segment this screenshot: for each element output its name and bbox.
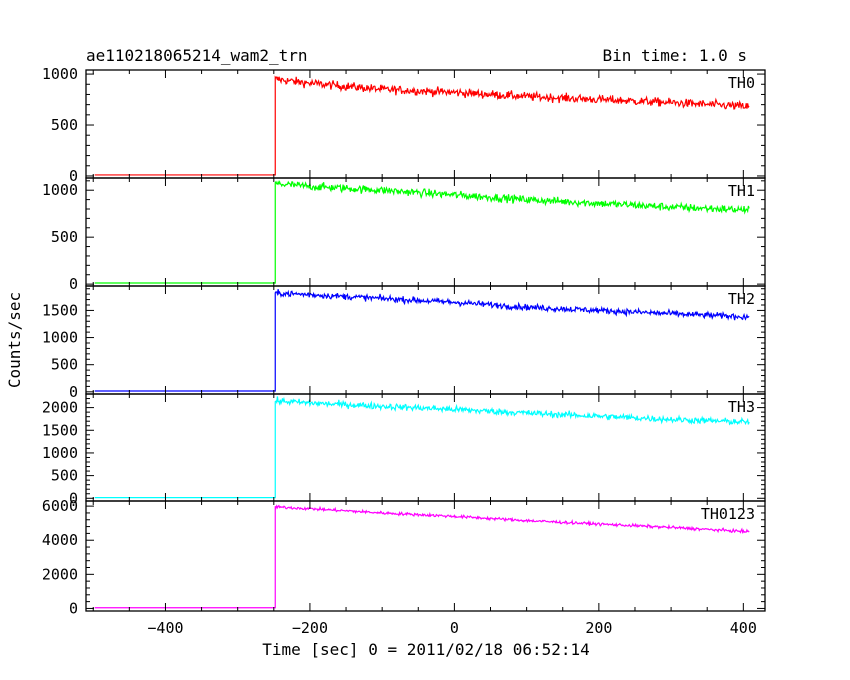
x-tick-label: −400: [147, 619, 183, 637]
y-tick-label: 1000: [42, 329, 78, 347]
series-th0123-line: [94, 504, 750, 609]
panel-th0123: 0 2000 4000 6000 TH0123: [42, 497, 766, 617]
y-tick-label: 0: [69, 275, 78, 293]
panel-name-label: TH1: [728, 182, 755, 200]
x-tick-label: 0: [450, 619, 459, 637]
y-tick-label: 1500: [42, 301, 78, 319]
x-axis-title: Time [sec] 0 = 2011/02/18 06:52:14: [262, 640, 590, 659]
y-tick-label: 1000: [42, 444, 78, 462]
panel-name-label: TH0: [728, 74, 755, 92]
y-tick-label: 0: [69, 167, 78, 185]
x-tick-label: 200: [585, 619, 612, 637]
panel-frame: [85, 500, 766, 612]
y-tick-label: 500: [51, 467, 78, 485]
panel-name-label: TH3: [728, 398, 755, 416]
panel-frame: [85, 69, 766, 179]
panel-th3: 0 500 1000 1500 2000 TH3: [42, 393, 766, 507]
y-tick-label: 4000: [42, 531, 78, 549]
y-tick-label: 0: [69, 599, 78, 617]
x-tick-label: −200: [292, 619, 328, 637]
y-tick-label: 0: [69, 489, 78, 507]
panel-th2: 0 500 1000 1500 TH2: [42, 285, 766, 401]
x-tick-label: 400: [730, 619, 757, 637]
y-tick-label: 6000: [42, 497, 78, 515]
y-tick-label: 2000: [42, 565, 78, 583]
bin-time-label: Bin time: 1.0 s: [603, 46, 748, 65]
y-tick-label: 0: [69, 383, 78, 401]
panel-frame: [85, 285, 766, 395]
y-tick-label: 2000: [42, 399, 78, 417]
y-tick-label: 1000: [42, 181, 78, 199]
series-th1-line: [94, 180, 750, 284]
panels-group: 0 500 1000 TH0 0 500 1000 TH1 0 500 1000 1500 TH2 0 50…: [42, 65, 766, 637]
panel-th1: 0 500 1000 TH1: [42, 177, 766, 293]
series-th3-line: [94, 396, 750, 499]
y-tick-label: 500: [51, 356, 78, 374]
series-th2-line: [94, 289, 750, 392]
series-th0-line: [94, 75, 750, 176]
panel-name-label: TH0123: [701, 505, 755, 523]
chart-title: ae110218065214_wam2_trn: [86, 46, 308, 65]
panel-frame: [85, 393, 766, 502]
panel-th0: 0 500 1000 TH0: [42, 65, 766, 185]
y-tick-label: 500: [51, 116, 78, 134]
y-axis-title: Counts/sec: [5, 292, 24, 388]
y-tick-label: 1500: [42, 421, 78, 439]
panel-name-label: TH2: [728, 290, 755, 308]
y-tick-label: 500: [51, 228, 78, 246]
y-tick-label: 1000: [42, 65, 78, 83]
